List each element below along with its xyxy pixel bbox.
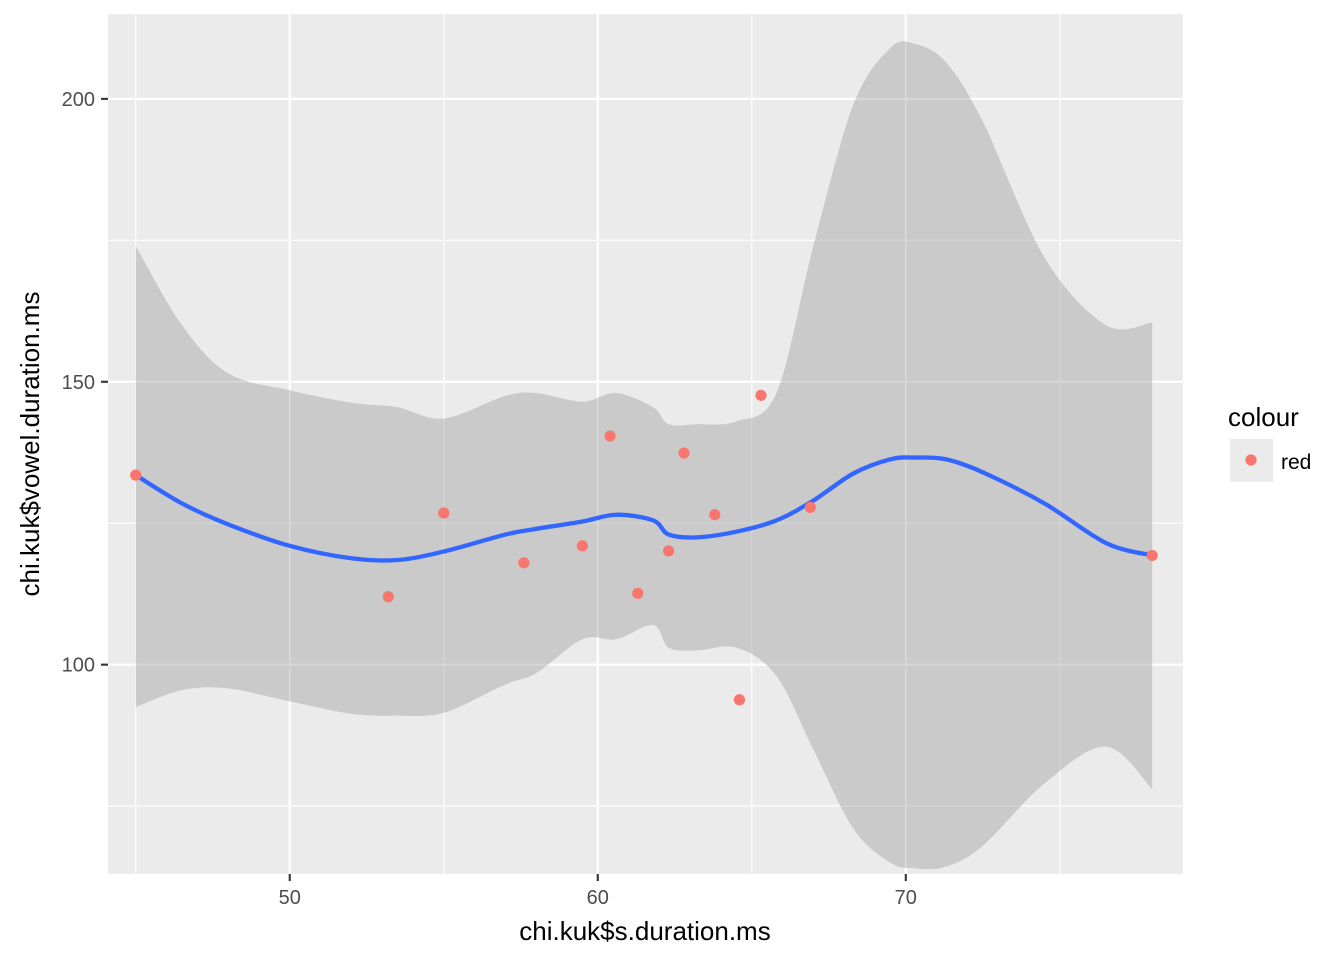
confidence-ribbon — [135, 41, 1153, 870]
confidence-ribbon-layer — [135, 41, 1153, 870]
data-point — [632, 587, 644, 599]
x-axis-title: chi.kuk$s.duration.ms — [519, 916, 770, 946]
smooth-line-layer — [134, 455, 1153, 563]
legend-label-red: red — [1281, 451, 1311, 474]
minor-gridlines — [108, 14, 1183, 874]
data-point — [604, 430, 616, 442]
data-point — [709, 509, 721, 521]
data-point — [1146, 549, 1158, 562]
y-tick-label: 200 — [62, 89, 95, 111]
data-point — [130, 469, 142, 481]
x-tick-label: 50 — [279, 887, 301, 909]
y-tick-label: 100 — [62, 655, 95, 677]
axes: 50 60 70 100 150 200 — [62, 89, 917, 909]
data-point — [733, 694, 746, 706]
x-tick-label: 60 — [587, 887, 609, 909]
data-point — [755, 389, 767, 401]
legend-title: colour — [1228, 402, 1299, 432]
data-point — [663, 545, 675, 557]
data-point — [382, 591, 394, 603]
legend-key-point — [1245, 454, 1257, 466]
data-point — [678, 447, 690, 459]
legend: colour red — [1228, 402, 1311, 482]
smooth-fit-line — [134, 455, 1153, 563]
data-points-layer — [130, 389, 1158, 706]
major-gridlines — [108, 14, 1183, 874]
data-point — [438, 507, 450, 519]
y-axis-title: chi.kuk$vowel.duration.ms — [15, 292, 45, 597]
plot-panel — [108, 14, 1183, 874]
data-point — [576, 540, 588, 552]
y-tick-label: 150 — [62, 372, 95, 394]
x-tick-label: 70 — [895, 887, 917, 909]
data-point — [804, 501, 816, 513]
data-point — [518, 557, 530, 569]
